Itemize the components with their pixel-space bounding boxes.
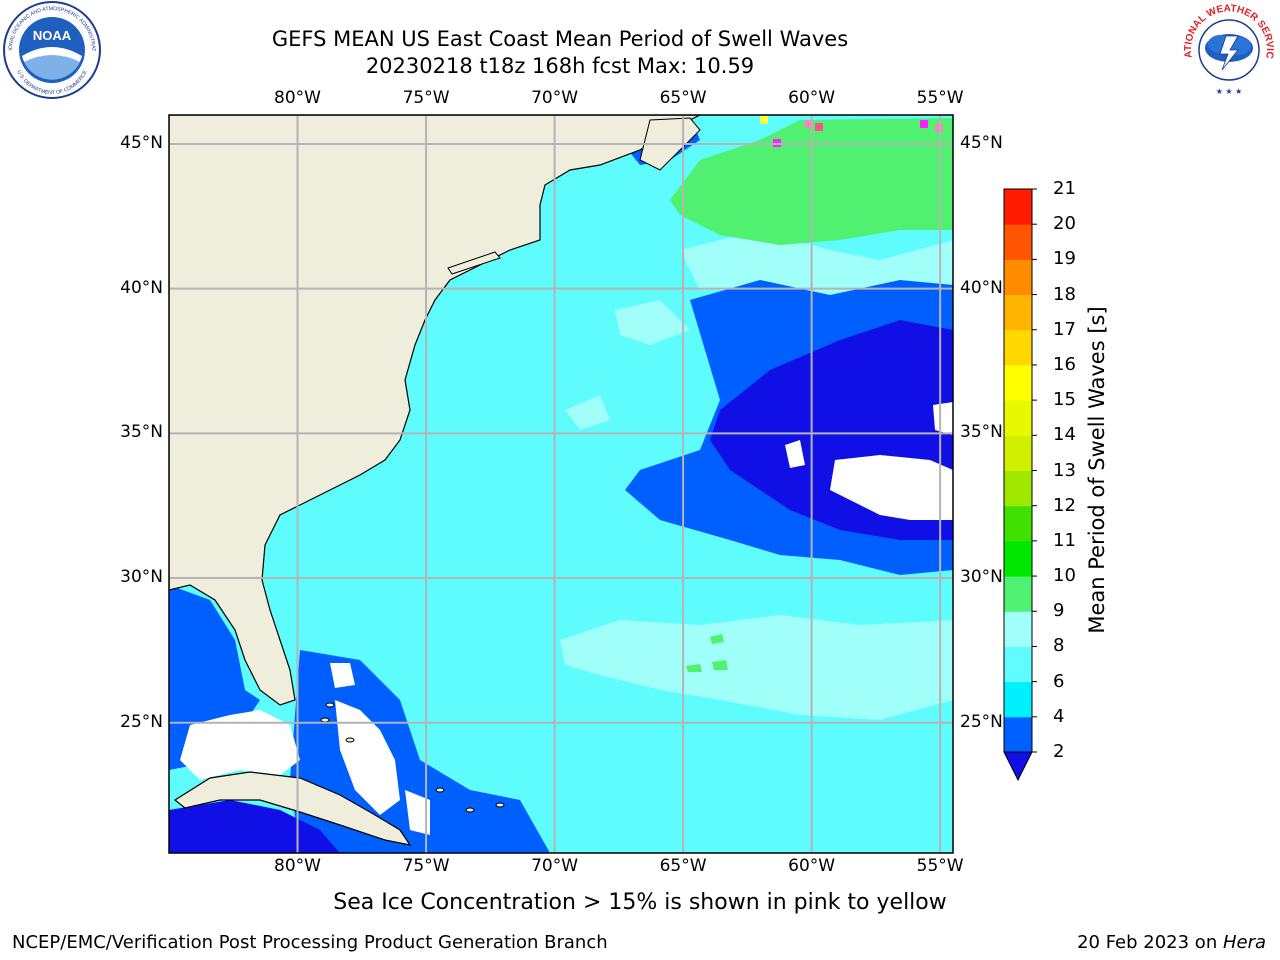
land-island: [495, 802, 505, 808]
lon-label-top: 60°W: [788, 88, 836, 108]
land-long-island: [447, 251, 501, 275]
colorbar-tick-label: 19: [1053, 248, 1076, 270]
lat-label-left: 40°N: [120, 277, 163, 298]
no-data-patch: [785, 440, 805, 468]
noaa-logo: NOAA NATIONAL OCEANIC AND ATMOSPHERIC AD…: [0, 0, 101, 99]
land-island: [320, 717, 330, 723]
lon-label-bottom: 70°W: [531, 856, 579, 876]
colorbar-tick-label: 12: [1053, 494, 1076, 516]
swell-field-light-mid: [565, 300, 690, 430]
lat-label-left: 30°N: [120, 567, 163, 588]
map-frame: [168, 114, 954, 854]
swell-field-green-patches: [686, 634, 728, 672]
colorbar-tick-label: 20: [1053, 213, 1076, 235]
sea-ice-cell: [935, 124, 943, 132]
lat-label-right: 25°N: [960, 711, 1003, 732]
no-data-patch: [180, 710, 300, 780]
colorbar-segment: [1004, 329, 1032, 366]
lat-label-left: 25°N: [120, 711, 163, 732]
lat-label-right: 45°N: [960, 132, 1003, 153]
lon-label-top: 80°W: [274, 88, 321, 108]
colorbar-tick-label: 21: [1053, 178, 1076, 199]
host-name: Hera: [1222, 932, 1266, 953]
colorbar-segment: [1004, 470, 1032, 507]
colorbar-segment: [1004, 540, 1032, 577]
colorbar-segment: [1004, 189, 1032, 225]
svg-text:★ ★ ★: ★ ★ ★: [1216, 87, 1243, 96]
no-data-patch: [330, 663, 355, 688]
colorbar-segment: [1004, 716, 1032, 753]
no-data-patch: [405, 790, 430, 835]
run-date-text: 20 Feb 2023 on: [1077, 932, 1223, 953]
run-date: 20 Feb 2023 on Hera: [1077, 932, 1266, 953]
noaa-logo-text: NOAA: [33, 28, 72, 43]
colorbar-segment: [1004, 224, 1032, 260]
no-data-patch: [830, 455, 953, 520]
lon-label-bottom: 60°W: [788, 856, 836, 876]
colorbar-segment: [1004, 294, 1032, 331]
sea-ice-cell: [815, 123, 823, 131]
lon-label-top: 75°W: [402, 88, 450, 108]
colorbar-segment: [1004, 611, 1032, 647]
colorbar-tick-label: 17: [1053, 318, 1076, 340]
colorbar-tick-label: 2: [1053, 741, 1065, 762]
colorbar-tick-label: 13: [1053, 459, 1076, 481]
no-data-patch: [933, 402, 953, 435]
swell-field-light-south: [560, 615, 953, 720]
sea-ice-cell: [920, 120, 928, 128]
colorbar-segment: [1004, 681, 1032, 718]
nws-logo: NATIONAL WEATHER SERVICE ★ ★ ★: [1178, 0, 1276, 97]
colorbar-tick-label: 10: [1053, 565, 1076, 587]
land-island: [345, 737, 355, 743]
land-cuba: [173, 771, 412, 846]
map-panel: [168, 114, 954, 854]
lon-label-bottom: 55°W: [916, 856, 964, 876]
colorbar-tick-label: 6: [1053, 670, 1065, 692]
colorbar-under-triangle: [1003, 751, 1033, 782]
land-island: [325, 702, 335, 708]
lon-label-bottom: 75°W: [402, 856, 450, 876]
colorbar-segment: [1004, 364, 1032, 401]
colorbar-tick-label: 14: [1053, 424, 1076, 446]
land-island: [465, 807, 475, 813]
lon-label-top: 55°W: [916, 88, 964, 108]
colorbar-segment: [1004, 259, 1032, 296]
land-north-america: [169, 115, 701, 706]
lon-label-bottom: 65°W: [659, 856, 707, 876]
lat-label-right: 30°N: [960, 567, 1003, 588]
colorbar-segment: [1004, 646, 1032, 683]
sea-ice-cell: [760, 116, 768, 124]
swell-field-light-north: [680, 230, 953, 300]
credit-line: NCEP/EMC/Verification Post Processing Pr…: [12, 932, 608, 953]
colorbar-tick-label: 16: [1053, 353, 1076, 375]
lat-label-left: 35°N: [120, 422, 163, 443]
lat-label-left: 45°N: [120, 132, 163, 153]
sea-ice-cell: [805, 120, 813, 128]
swell-field-blue-bahamas: [290, 650, 550, 853]
lon-label-top: 70°W: [531, 88, 579, 108]
colorbar-segment: [1004, 400, 1032, 436]
colorbar-segment: [1004, 576, 1032, 612]
colorbar-tick-label: 11: [1053, 529, 1076, 551]
colorbar-segment: [1004, 505, 1032, 542]
lon-label-bottom: 80°W: [274, 856, 321, 876]
no-data-patch: [335, 700, 400, 815]
chart-subtitle: 20230218 t18z 168h fcst Max: 10.59: [365, 54, 755, 78]
land-island: [435, 787, 445, 793]
lat-label-right: 40°N: [960, 277, 1003, 298]
colorbar-title: Mean Period of Swell Waves [s]: [1085, 306, 1109, 634]
lat-label-right: 35°N: [960, 422, 1003, 443]
colorbar: [1003, 188, 1037, 782]
colorbar-tick-label: 9: [1053, 600, 1065, 622]
colorbar-tick-label: 18: [1053, 283, 1076, 305]
lon-label-top: 65°W: [659, 88, 707, 108]
colorbar-segment: [1004, 435, 1032, 471]
colorbar-tick-label: 8: [1053, 635, 1065, 657]
sea-ice-note: Sea Ice Concentration > 15% is shown in …: [333, 890, 947, 915]
chart-title: GEFS MEAN US East Coast Mean Period of S…: [271, 27, 849, 51]
colorbar-tick-label: 4: [1053, 705, 1065, 727]
colorbar-tick-label: 15: [1053, 389, 1076, 411]
